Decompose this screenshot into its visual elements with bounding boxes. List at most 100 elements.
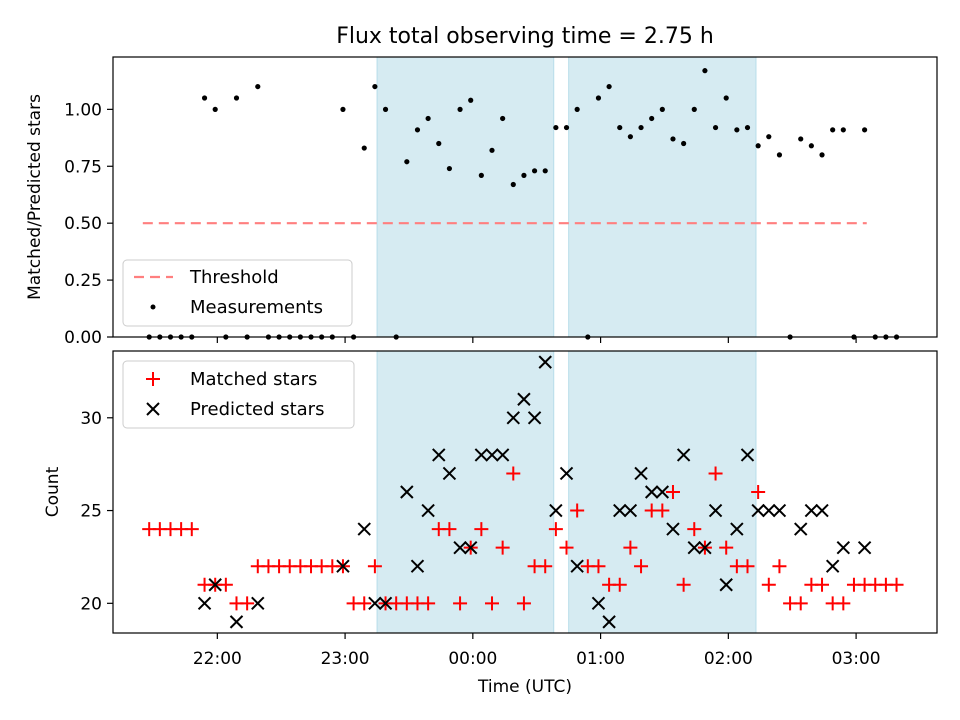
measurement-point xyxy=(340,106,346,112)
matched-star-point xyxy=(793,596,808,611)
predicted-star-point xyxy=(623,503,638,518)
top-axes-frame xyxy=(112,56,938,338)
matched-star-point xyxy=(367,559,382,574)
matched-star-point xyxy=(772,559,787,574)
predicted-star-point xyxy=(794,522,808,536)
predicted-star-point xyxy=(762,503,776,518)
predicted-star-point xyxy=(442,466,457,481)
matched-star-point xyxy=(708,466,723,481)
measurement-point xyxy=(201,95,208,101)
predicted-star-point xyxy=(474,448,489,462)
predicted-star-point xyxy=(655,485,670,499)
predicted-star-point xyxy=(368,596,382,611)
predicted-star-point xyxy=(602,615,616,629)
matched-star-point xyxy=(815,577,830,592)
matched-star-point xyxy=(484,596,499,611)
measurement-point xyxy=(436,140,442,147)
measurement-point xyxy=(500,115,506,122)
predicted-star-point xyxy=(485,448,499,462)
matched-star-point xyxy=(889,577,904,592)
matched-star-point xyxy=(655,503,670,518)
measurement-point xyxy=(723,95,729,101)
measurement-point xyxy=(744,124,751,131)
predicted-star-point xyxy=(613,503,627,518)
predicted-star-point xyxy=(804,503,819,518)
matched-star-point xyxy=(623,540,638,555)
count-panel: 20 25 30 22:00 23:00 00:00 01:00 02:00 03:00 Co… xyxy=(43,350,938,697)
predicted-star-point xyxy=(730,522,744,536)
predicted-star-point xyxy=(357,522,371,536)
measurement-point xyxy=(425,115,431,122)
measurement-point xyxy=(830,127,836,133)
predicted-star-point xyxy=(687,540,701,555)
predicted-star-point xyxy=(644,485,659,499)
predicted-star-point xyxy=(708,503,723,518)
measurements-legend-label: Measurements xyxy=(190,297,323,318)
matched-star-point xyxy=(538,559,553,574)
measurement-point xyxy=(840,127,846,133)
measurement-point xyxy=(627,134,633,140)
ratio-panel: 0.00 0.25 0.50 0.75 1.00 Matched/Predicted s… xyxy=(25,56,938,348)
observing-span xyxy=(568,56,757,338)
matched-star-point xyxy=(719,540,734,555)
top-y-tick-label: 1.00 xyxy=(64,100,102,120)
predicted-star-point xyxy=(825,559,840,573)
measurements-legend-swatch xyxy=(150,304,156,310)
matched-star-point xyxy=(506,466,521,481)
matched-legend-label: Matched stars xyxy=(190,369,317,390)
measurement-point xyxy=(382,106,389,112)
predicted-star-point xyxy=(634,466,648,481)
predicted-star-point xyxy=(751,503,765,518)
predicted-legend-label: Predicted stars xyxy=(190,399,324,420)
predicted-star-point xyxy=(666,522,680,536)
x-tick-label: 01:00 xyxy=(576,649,625,669)
predicted-star-point xyxy=(229,615,244,629)
matched-star-point xyxy=(687,522,702,537)
predicted-star-point xyxy=(517,392,531,406)
measurement-point xyxy=(819,152,825,158)
matched-star-point xyxy=(761,577,776,592)
measurement-point xyxy=(649,115,655,122)
measurement-point xyxy=(457,106,463,112)
bottom-y-tick-label: 25 xyxy=(80,502,102,522)
predicted-star-point xyxy=(197,596,212,611)
top-y-tick-label: 0.50 xyxy=(64,214,102,234)
top-y-tick-label: 0.75 xyxy=(64,157,102,177)
measurement-point xyxy=(808,143,814,149)
measurement-point xyxy=(478,172,484,178)
predicted-star-point xyxy=(527,411,542,425)
predicted-star-point xyxy=(857,540,872,555)
bottom-legend-box xyxy=(122,360,355,429)
matched-star-point xyxy=(740,559,755,574)
measurement-point xyxy=(766,134,772,140)
predicted-star-point xyxy=(378,596,393,611)
measurement-point xyxy=(404,159,410,165)
matched-star-point xyxy=(570,503,585,518)
x-tick-label: 02:00 xyxy=(704,649,753,669)
threshold-legend-label: Threshold xyxy=(189,267,279,288)
measurement-point xyxy=(542,168,548,174)
predicted-star-point xyxy=(432,448,446,462)
bottom-y-tick-label: 20 xyxy=(80,594,102,614)
top-legend-box xyxy=(122,259,353,327)
matched-star-point xyxy=(548,522,563,537)
x-tick-label: 03:00 xyxy=(832,649,881,669)
measurement-point xyxy=(734,127,740,133)
predicted-star-point xyxy=(570,559,584,573)
matched-star-point xyxy=(634,559,649,574)
measurement-point xyxy=(659,106,665,112)
top-y-axis-label: Matched/Predicted stars xyxy=(25,94,45,300)
matched-star-point xyxy=(218,577,233,592)
x-tick-label: 00:00 xyxy=(448,649,497,669)
measurement-point xyxy=(712,124,719,131)
bottom-y-tick-label: 30 xyxy=(80,409,102,429)
measurement-point xyxy=(776,152,783,158)
predicted-star-point xyxy=(336,559,350,573)
matched-star-point xyxy=(421,596,436,611)
chart-title: Flux total observing time = 2.75 h xyxy=(336,24,714,49)
matched-star-point xyxy=(240,596,255,611)
measurement-point xyxy=(233,95,240,101)
matched-star-point xyxy=(612,577,627,592)
matched-star-point xyxy=(442,522,457,537)
